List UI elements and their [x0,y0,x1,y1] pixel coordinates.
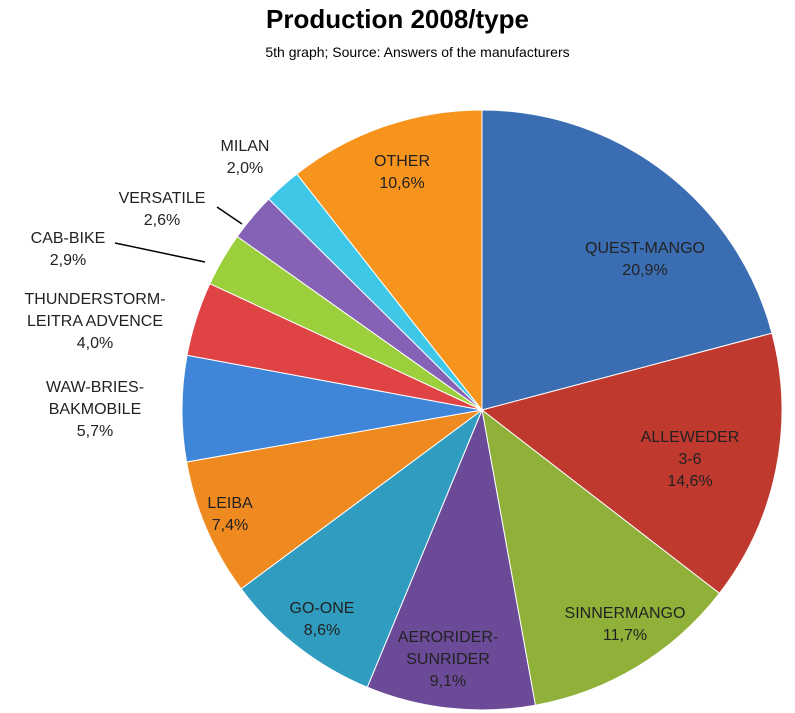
value-label: 14,6% [667,473,713,490]
category-label: SINNERMANGO [564,605,686,622]
value-label: 20,9% [622,262,668,279]
value-label: 8,6% [303,622,341,639]
slice [481,109,773,411]
slice-label: ALLEWEDER 3-6 14,6% [638,427,743,493]
slice-label: GO-ONE 8,6% [290,598,355,642]
value-label: 2,9% [49,252,87,269]
slice-label: CAB-BIKE 2,9% [31,228,106,272]
slice-label: LEIBA 7,4% [207,493,252,537]
category-label: VERSATILE [118,190,206,207]
slices [181,109,783,711]
category-label: ALLEWEDER 3-6 [640,429,740,468]
category-label: QUEST-MANGO [584,240,706,257]
value-label: 10,6% [379,175,425,192]
value-label: 11,7% [602,627,648,644]
slice [480,332,783,595]
chart-title: Production 2008/type [266,4,529,34]
category-label: MILAN [220,138,270,155]
value-label: 2,0% [226,160,264,177]
slice-label: AERORIDER- SUNRIDER 9,1% [398,627,498,693]
slice-label: MILAN 2,0% [221,136,270,180]
slice-label: VERSATILE 2,6% [119,188,206,232]
leader-line [216,206,243,225]
leader-line [114,242,206,263]
category-label: CAB-BIKE [30,230,106,247]
value-label: 4,0% [76,335,114,352]
slice [185,409,483,590]
value-label: 7,4% [211,517,249,534]
slice-label: WAW-BRIES- BAKMOBILE 5,7% [46,377,144,443]
slice [296,109,483,412]
category-label: GO-ONE [289,600,355,617]
slice-label: QUEST-MANGO 20,9% [585,238,705,282]
value-label: 9,1% [429,673,467,690]
category-label: WAW-BRIES- BAKMOBILE [45,379,145,418]
value-label: 2,6% [143,212,181,229]
category-label: OTHER [374,153,430,170]
chart-subtitle: 5th graph; Source: Answers of the manufa… [265,44,570,60]
slice [366,408,536,711]
slice-label: THUNDERSTORM- LEITRA ADVENCE 4,0% [24,289,165,355]
category-label: AERORIDER- SUNRIDER [397,629,499,668]
slice-label: SINNERMANGO 11,7% [565,603,686,647]
slice [240,408,484,688]
slice [481,408,721,706]
value-label: 5,7% [76,423,114,440]
category-label: LEIBA [207,495,253,512]
slice-label: OTHER 10,6% [374,151,430,195]
category-label: THUNDERSTORM- LEITRA ADVENCE [24,291,166,330]
